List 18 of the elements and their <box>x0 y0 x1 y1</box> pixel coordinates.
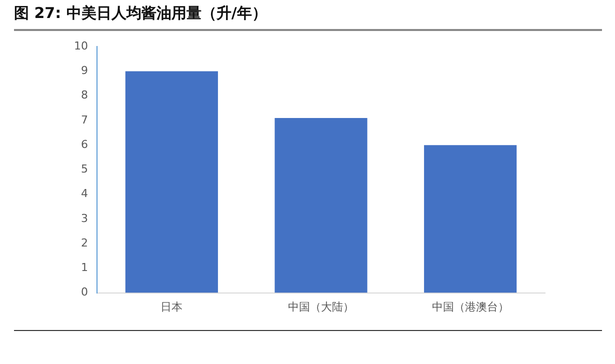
y-tick-label: 10 <box>74 39 88 52</box>
y-tick-label: 6 <box>80 138 88 151</box>
y-tick-label: 5 <box>80 162 88 176</box>
x-tick-label: 中国（大陆） <box>288 300 354 314</box>
y-tick-label: 1 <box>80 261 88 274</box>
bar <box>125 71 218 293</box>
bar <box>424 145 517 293</box>
y-tick-label: 8 <box>80 88 88 102</box>
y-tick-label: 9 <box>80 64 88 78</box>
y-tick-label: 0 <box>80 286 88 299</box>
x-tick-label: 日本 <box>160 300 183 314</box>
x-tick-label: 中国（港澳台） <box>432 300 509 314</box>
y-tick-label: 7 <box>80 113 88 126</box>
chart-title: 图 27: 中美日人均酱油用量（升/年） <box>14 4 602 31</box>
y-tick-label: 4 <box>80 187 88 200</box>
y-tick-label: 3 <box>80 212 88 225</box>
bar <box>274 118 368 293</box>
y-tick-label: 2 <box>80 236 88 250</box>
